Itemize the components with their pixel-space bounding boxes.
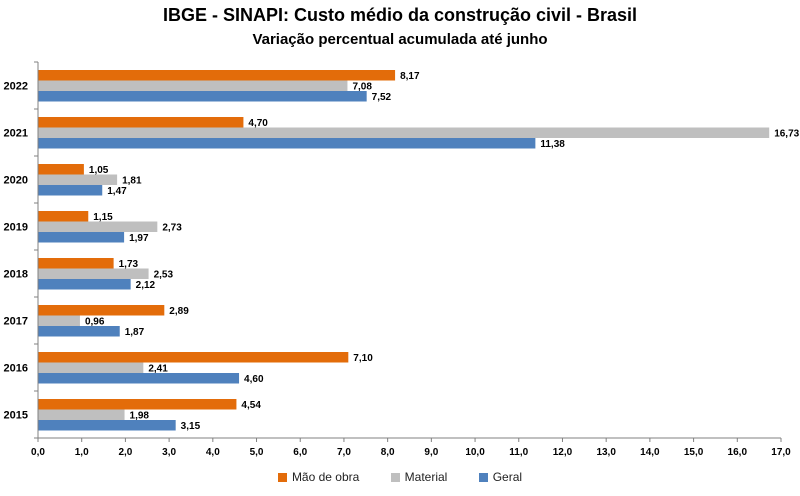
bar-geral-2021: [38, 138, 536, 149]
data-label-material-2018: 2,53: [154, 269, 174, 280]
bar-geral-2018: [38, 279, 131, 290]
x-tick-label: 17,0: [771, 447, 791, 458]
data-label-geral-2020: 1,47: [107, 186, 127, 197]
bar-geral-2020: [38, 185, 103, 196]
legend-label-material: Material: [404, 470, 448, 484]
legend-item-mao-de-obra: Mão de obra: [277, 470, 360, 484]
chart-title: IBGE - SINAPI: Custo médio da construção…: [162, 5, 638, 25]
data-label-material-2015: 1,98: [130, 410, 150, 421]
data-label-geral-2016: 4,60: [244, 374, 264, 385]
category-label-2022: 2022: [4, 81, 28, 93]
data-label-geral-2018: 2,12: [136, 280, 156, 291]
x-tick-label: 15,0: [684, 447, 704, 458]
legend: Mão de obra Material Geral: [0, 470, 800, 485]
bar-mao-de-obra-2019: [38, 211, 89, 222]
data-label-mao-de-obra-2020: 1,05: [89, 165, 109, 176]
x-tick-label: 12,0: [553, 447, 573, 458]
legend-swatch-geral: [478, 472, 488, 482]
bar-mao-de-obra-2020: [38, 164, 84, 175]
bar-material-2018: [38, 268, 149, 279]
bar-material-2015: [38, 409, 125, 420]
data-label-mao-de-obra-2015: 4,54: [241, 400, 261, 411]
data-label-material-2022: 7,08: [352, 81, 372, 92]
x-tick-label: 7,0: [337, 447, 351, 458]
data-label-material-2016: 2,41: [148, 363, 168, 374]
data-label-geral-2017: 1,87: [125, 327, 145, 338]
x-tick-label: 3,0: [162, 447, 176, 458]
legend-label-geral: Geral: [492, 470, 523, 484]
bar-material-2019: [38, 221, 158, 232]
x-tick-label: 4,0: [206, 447, 220, 458]
category-label-2021: 2021: [4, 128, 28, 140]
bar-material-2016: [38, 362, 144, 373]
x-tick-label: 10,0: [465, 447, 485, 458]
bar-mao-de-obra-2018: [38, 258, 114, 269]
x-tick-label: 14,0: [640, 447, 660, 458]
bar-mao-de-obra-2015: [38, 399, 237, 410]
bar-mao-de-obra-2017: [38, 305, 165, 316]
x-tick-label: 6,0: [293, 447, 307, 458]
data-label-geral-2021: 11,38: [540, 139, 565, 150]
x-tick-label: 1,0: [75, 447, 89, 458]
legend-label-mao-de-obra: Mão de obra: [291, 470, 360, 484]
bar-material-2020: [38, 174, 118, 185]
data-label-material-2019: 2,73: [162, 222, 182, 233]
chart-subtitle: Variação percentual acumulada até junho: [252, 31, 548, 48]
data-label-geral-2022: 7,52: [372, 92, 392, 103]
data-label-mao-de-obra-2021: 4,70: [248, 118, 268, 129]
data-label-mao-de-obra-2018: 1,73: [119, 259, 139, 270]
legend-swatch-material: [390, 472, 400, 482]
bar-geral-2022: [38, 91, 367, 102]
data-label-mao-de-obra-2016: 7,10: [353, 353, 373, 364]
category-label-2016: 2016: [4, 363, 28, 375]
category-label-2015: 2015: [4, 410, 28, 422]
x-tick-label: 13,0: [596, 447, 616, 458]
bar-geral-2019: [38, 232, 125, 243]
bar-mao-de-obra-2021: [38, 117, 244, 128]
bar-geral-2015: [38, 420, 176, 431]
data-label-mao-de-obra-2019: 1,15: [93, 212, 113, 223]
bar-material-2021: [38, 127, 770, 138]
bar-mao-de-obra-2016: [38, 352, 349, 363]
legend-item-material: Material: [390, 470, 448, 484]
bar-geral-2016: [38, 373, 240, 384]
bar-material-2017: [38, 315, 80, 326]
category-label-2020: 2020: [4, 175, 28, 187]
data-label-geral-2019: 1,97: [129, 233, 149, 244]
category-label-2019: 2019: [4, 222, 28, 234]
x-tick-label: 9,0: [424, 447, 438, 458]
data-label-material-2020: 1,81: [122, 175, 142, 186]
x-tick-label: 2,0: [118, 447, 132, 458]
data-label-material-2021: 16,73: [774, 128, 799, 139]
category-label-2017: 2017: [4, 316, 28, 328]
data-label-mao-de-obra-2022: 8,17: [400, 71, 420, 82]
legend-item-geral: Geral: [478, 470, 523, 484]
x-tick-label: 11,0: [509, 447, 528, 458]
x-tick-label: 5,0: [250, 447, 264, 458]
bar-geral-2017: [38, 326, 120, 337]
x-tick-label: 8,0: [381, 447, 395, 458]
bar-mao-de-obra-2022: [38, 70, 396, 81]
legend-swatch-mao-de-obra: [277, 472, 287, 482]
x-tick-label: 16,0: [728, 447, 748, 458]
x-tick-label: 0,0: [31, 447, 45, 458]
category-label-2018: 2018: [4, 269, 28, 281]
data-label-mao-de-obra-2017: 2,89: [169, 306, 189, 317]
data-label-geral-2015: 3,15: [181, 421, 201, 432]
bar-material-2022: [38, 80, 348, 91]
data-label-material-2017: 0,96: [85, 316, 105, 327]
